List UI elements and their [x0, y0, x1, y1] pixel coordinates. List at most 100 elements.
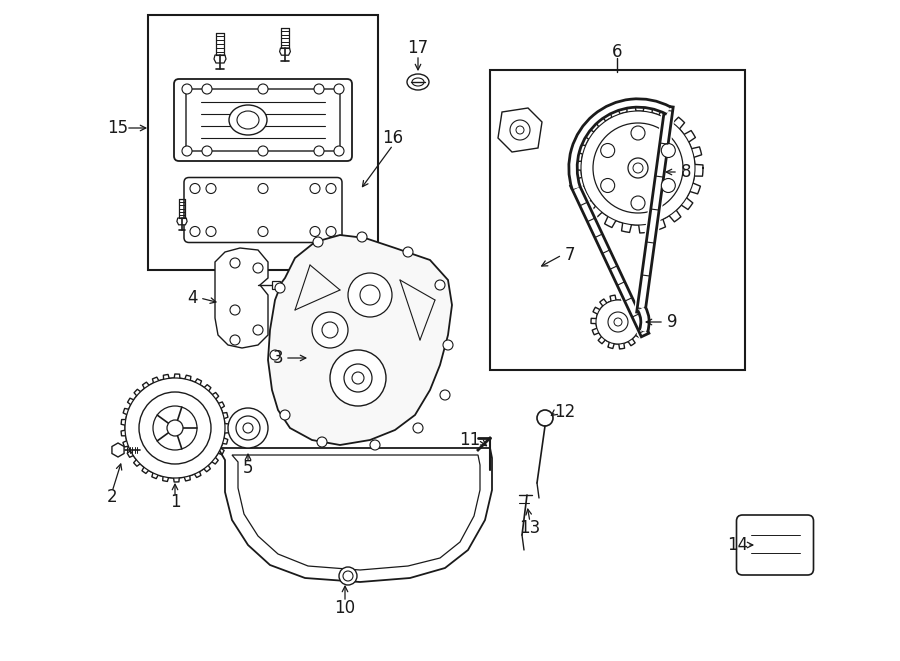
Circle shape [167, 420, 183, 436]
Text: 16: 16 [382, 129, 403, 147]
Polygon shape [214, 55, 226, 63]
Circle shape [202, 84, 212, 94]
Circle shape [370, 440, 380, 450]
Circle shape [633, 163, 643, 173]
Circle shape [270, 350, 280, 360]
FancyBboxPatch shape [174, 79, 352, 161]
Circle shape [631, 126, 645, 140]
Polygon shape [112, 443, 124, 457]
Bar [148, 15, 378, 270]
Circle shape [310, 184, 320, 194]
Text: 15: 15 [107, 119, 129, 137]
Circle shape [313, 237, 323, 247]
Ellipse shape [229, 105, 267, 135]
Circle shape [312, 312, 348, 348]
FancyBboxPatch shape [186, 89, 340, 151]
Text: 13: 13 [519, 519, 541, 537]
Circle shape [206, 227, 216, 237]
Circle shape [443, 340, 453, 350]
Text: 3: 3 [273, 349, 284, 367]
Polygon shape [232, 455, 480, 570]
Polygon shape [177, 218, 187, 225]
Polygon shape [215, 248, 268, 348]
Circle shape [330, 350, 386, 406]
Circle shape [314, 84, 324, 94]
Circle shape [258, 84, 268, 94]
Circle shape [326, 227, 336, 237]
Circle shape [253, 263, 263, 273]
Circle shape [202, 146, 212, 156]
Circle shape [352, 372, 364, 384]
Circle shape [360, 285, 380, 305]
Polygon shape [218, 448, 492, 582]
Circle shape [314, 146, 324, 156]
Text: 7: 7 [565, 246, 575, 264]
Circle shape [182, 146, 192, 156]
Circle shape [139, 392, 211, 464]
Text: 2: 2 [107, 488, 117, 506]
Circle shape [357, 232, 367, 242]
Circle shape [310, 227, 320, 237]
Circle shape [236, 416, 260, 440]
Text: 5: 5 [243, 459, 253, 477]
Circle shape [125, 378, 225, 478]
Circle shape [628, 158, 648, 178]
Circle shape [243, 423, 253, 433]
FancyBboxPatch shape [184, 178, 342, 243]
Circle shape [593, 123, 683, 213]
Text: 14: 14 [727, 536, 749, 554]
Text: 9: 9 [667, 313, 677, 331]
Circle shape [153, 406, 197, 450]
Circle shape [326, 184, 336, 194]
Circle shape [230, 335, 240, 345]
Polygon shape [498, 108, 542, 152]
Circle shape [537, 410, 553, 426]
Circle shape [631, 196, 645, 210]
Circle shape [275, 283, 285, 293]
Text: 12: 12 [554, 403, 576, 421]
Circle shape [348, 273, 392, 317]
Text: 17: 17 [408, 39, 428, 57]
Circle shape [614, 318, 622, 326]
Circle shape [516, 126, 524, 134]
Circle shape [403, 247, 413, 257]
Circle shape [581, 111, 695, 225]
Circle shape [596, 300, 640, 344]
Circle shape [258, 184, 268, 194]
Circle shape [662, 178, 675, 192]
Circle shape [339, 567, 357, 585]
Circle shape [334, 146, 344, 156]
Circle shape [228, 408, 268, 448]
Circle shape [280, 410, 290, 420]
Circle shape [322, 322, 338, 338]
Circle shape [608, 312, 628, 332]
Ellipse shape [412, 78, 424, 86]
Circle shape [600, 178, 615, 192]
Polygon shape [268, 235, 452, 445]
Circle shape [206, 184, 216, 194]
Circle shape [662, 143, 675, 157]
Polygon shape [280, 48, 291, 56]
Circle shape [510, 120, 530, 140]
Circle shape [230, 305, 240, 315]
Circle shape [190, 227, 200, 237]
Text: 11: 11 [459, 431, 481, 449]
Ellipse shape [407, 74, 429, 90]
Circle shape [258, 146, 268, 156]
Bar [490, 70, 745, 370]
Circle shape [253, 325, 263, 335]
Circle shape [440, 390, 450, 400]
Circle shape [413, 423, 423, 433]
Ellipse shape [237, 111, 259, 129]
Text: 8: 8 [680, 163, 691, 181]
Circle shape [230, 258, 240, 268]
Circle shape [600, 143, 615, 157]
Text: 4: 4 [187, 289, 197, 307]
Circle shape [334, 84, 344, 94]
Circle shape [258, 227, 268, 237]
Circle shape [343, 571, 353, 581]
Circle shape [182, 84, 192, 94]
Text: 1: 1 [170, 493, 180, 511]
Bar [272, 281, 280, 289]
Circle shape [435, 280, 445, 290]
